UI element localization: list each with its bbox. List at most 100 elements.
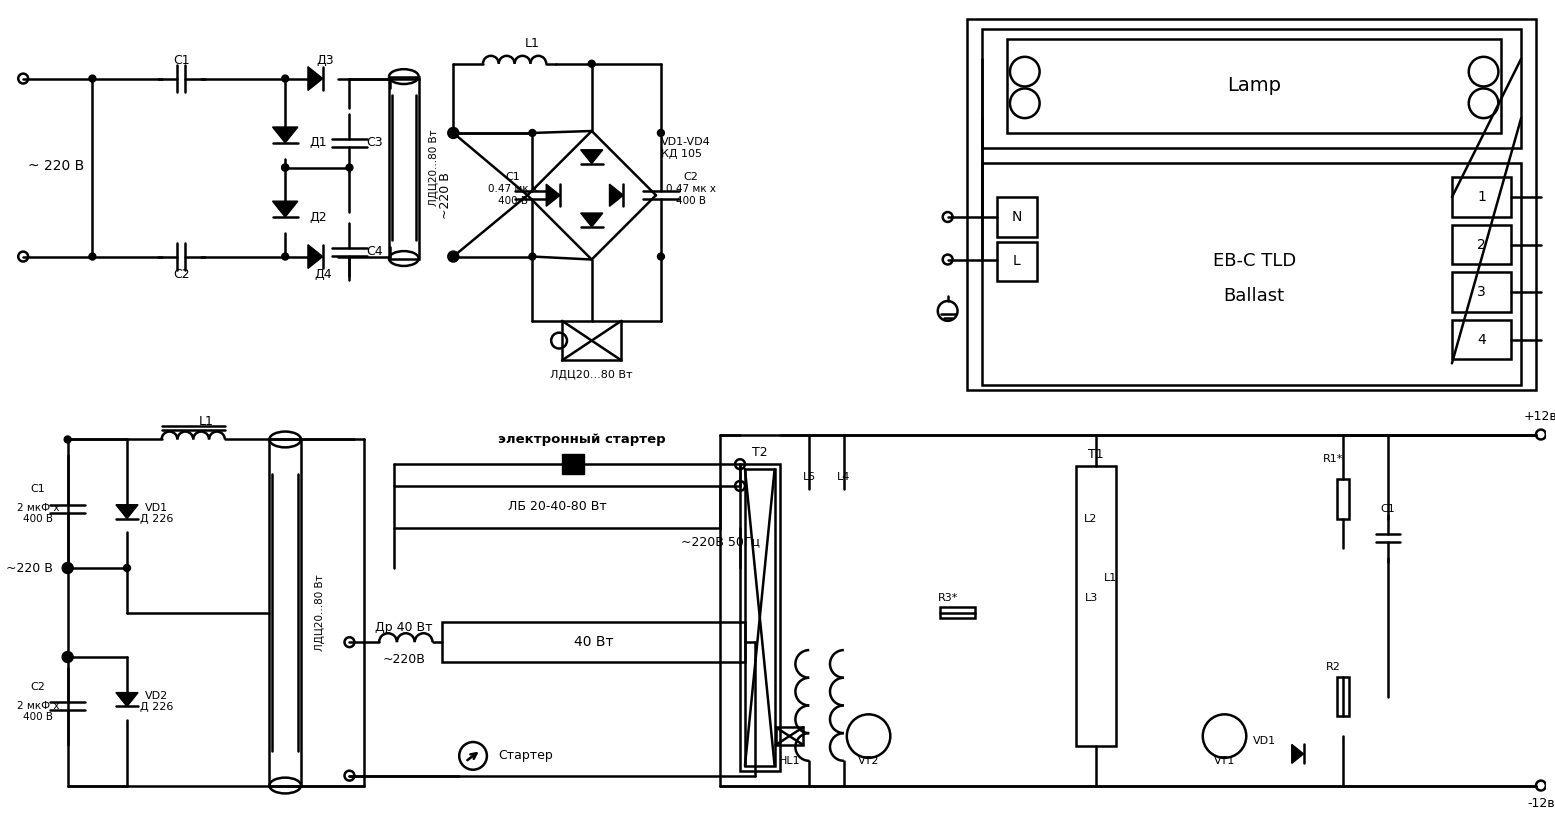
Text: C1: C1 bbox=[1381, 503, 1395, 514]
Text: R1*: R1* bbox=[1323, 455, 1344, 464]
Bar bbox=[269, 440, 302, 786]
Text: Ballast: Ballast bbox=[1224, 287, 1284, 305]
Text: L2: L2 bbox=[1084, 513, 1098, 524]
Text: 0.47 мк х
400 В: 0.47 мк х 400 В bbox=[666, 184, 715, 206]
Bar bbox=[443, 623, 745, 662]
Bar bbox=[983, 29, 1521, 148]
Circle shape bbox=[658, 130, 664, 136]
Text: VD2
Д 226: VD2 Д 226 bbox=[140, 690, 173, 712]
Polygon shape bbox=[272, 202, 299, 217]
Text: L5: L5 bbox=[802, 472, 816, 482]
Text: VT2: VT2 bbox=[858, 756, 879, 766]
Bar bbox=[561, 455, 583, 474]
Text: L1: L1 bbox=[199, 415, 213, 428]
Text: ~220В 50Гц: ~220В 50Гц bbox=[681, 534, 760, 548]
Text: Др 40 Вт: Др 40 Вт bbox=[375, 621, 432, 634]
Text: R2: R2 bbox=[1326, 662, 1340, 672]
Text: L1: L1 bbox=[1104, 573, 1118, 583]
Text: С4: С4 bbox=[365, 245, 383, 258]
Bar bbox=[1076, 466, 1116, 746]
Text: L3: L3 bbox=[1084, 592, 1098, 603]
Text: 1: 1 bbox=[1477, 190, 1487, 204]
Text: Д2: Д2 bbox=[309, 211, 327, 224]
Bar bbox=[941, 606, 975, 619]
Bar bbox=[967, 20, 1536, 390]
Bar bbox=[1452, 177, 1511, 217]
Text: Д3: Д3 bbox=[316, 55, 334, 67]
Polygon shape bbox=[117, 505, 138, 519]
Text: VT1: VT1 bbox=[1214, 756, 1235, 766]
Polygon shape bbox=[1292, 744, 1303, 764]
Text: С3: С3 bbox=[365, 136, 383, 149]
Circle shape bbox=[347, 164, 353, 171]
Circle shape bbox=[529, 130, 536, 136]
Text: С1: С1 bbox=[31, 484, 45, 494]
Polygon shape bbox=[308, 67, 323, 91]
Text: 2: 2 bbox=[1477, 237, 1487, 251]
Bar bbox=[776, 727, 804, 745]
Text: 0.47 мк х
400 В: 0.47 мк х 400 В bbox=[488, 184, 538, 206]
Text: ~220 В: ~220 В bbox=[6, 561, 53, 574]
Circle shape bbox=[658, 253, 664, 260]
Bar bbox=[1452, 320, 1511, 359]
Text: ~220В: ~220В bbox=[383, 654, 425, 667]
Circle shape bbox=[281, 253, 289, 260]
Circle shape bbox=[588, 60, 596, 67]
Text: Стартер: Стартер bbox=[498, 749, 552, 762]
Text: N: N bbox=[1012, 210, 1022, 224]
Circle shape bbox=[89, 75, 96, 82]
Text: ~220 В: ~220 В bbox=[439, 172, 453, 219]
Circle shape bbox=[281, 164, 289, 171]
Polygon shape bbox=[308, 245, 323, 268]
Bar bbox=[997, 197, 1037, 237]
Bar bbox=[1337, 676, 1350, 716]
Polygon shape bbox=[117, 693, 138, 707]
Bar bbox=[393, 486, 720, 529]
Text: VD1
Д 226: VD1 Д 226 bbox=[140, 503, 173, 525]
Circle shape bbox=[449, 253, 457, 260]
Text: электронный стартер: электронный стартер bbox=[498, 433, 666, 446]
Text: +12в: +12в bbox=[1524, 410, 1555, 424]
Bar bbox=[1452, 273, 1511, 312]
Text: R3*: R3* bbox=[938, 592, 958, 603]
Text: -12в: -12в bbox=[1527, 797, 1555, 809]
Bar bbox=[1008, 39, 1502, 133]
Polygon shape bbox=[580, 150, 603, 163]
Bar bbox=[389, 77, 418, 259]
Bar bbox=[561, 321, 622, 361]
Polygon shape bbox=[580, 213, 603, 227]
Bar bbox=[740, 464, 779, 770]
Circle shape bbox=[449, 130, 457, 136]
Text: С1: С1 bbox=[505, 172, 519, 183]
Bar bbox=[983, 162, 1521, 385]
Polygon shape bbox=[546, 184, 560, 206]
Text: T1: T1 bbox=[1088, 448, 1104, 461]
Text: С2: С2 bbox=[173, 268, 190, 281]
Text: VD1: VD1 bbox=[1252, 736, 1275, 746]
Text: Д1: Д1 bbox=[309, 136, 327, 149]
Text: VD1-VD4
КД 105: VD1-VD4 КД 105 bbox=[661, 137, 711, 158]
Bar bbox=[745, 469, 774, 765]
Polygon shape bbox=[610, 184, 624, 206]
Text: 3: 3 bbox=[1477, 285, 1487, 299]
Circle shape bbox=[281, 75, 289, 82]
Text: 40 Вт: 40 Вт bbox=[574, 635, 613, 650]
Circle shape bbox=[64, 565, 72, 571]
Text: С1: С1 bbox=[173, 55, 190, 67]
Text: ЛДЦ20...80 Вт: ЛДЦ20...80 Вт bbox=[550, 370, 633, 380]
Text: 2 мкФ х
400 В: 2 мкФ х 400 В bbox=[17, 701, 59, 722]
Text: Lamp: Lamp bbox=[1227, 76, 1281, 95]
Circle shape bbox=[64, 436, 72, 443]
Text: ЛБ 20-40-80 Вт: ЛБ 20-40-80 Вт bbox=[508, 500, 606, 513]
Text: С2: С2 bbox=[31, 681, 45, 692]
Bar bbox=[1337, 479, 1350, 519]
Text: L4: L4 bbox=[837, 472, 851, 482]
Circle shape bbox=[281, 164, 289, 171]
Bar bbox=[997, 242, 1037, 282]
Polygon shape bbox=[272, 127, 299, 143]
Text: EB-C TLD: EB-C TLD bbox=[1213, 252, 1295, 270]
Text: С2: С2 bbox=[683, 172, 698, 183]
Circle shape bbox=[123, 565, 131, 571]
Text: 4: 4 bbox=[1477, 333, 1487, 347]
Circle shape bbox=[64, 654, 72, 660]
